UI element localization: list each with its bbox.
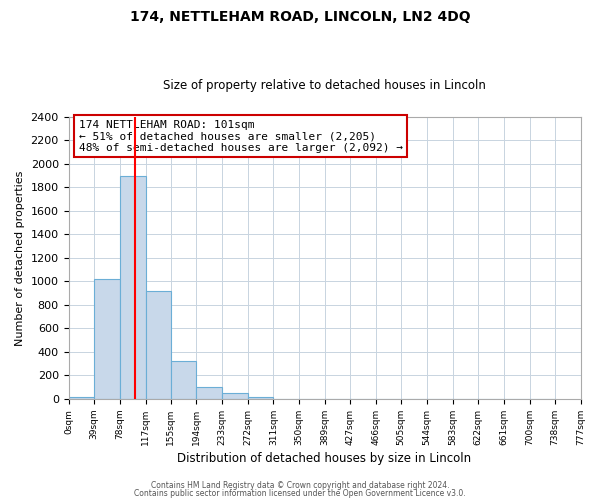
Bar xyxy=(120,176,146,399)
Y-axis label: Number of detached properties: Number of detached properties xyxy=(15,170,25,346)
Text: Contains public sector information licensed under the Open Government Licence v3: Contains public sector information licen… xyxy=(134,488,466,498)
Text: 174, NETTLEHAM ROAD, LINCOLN, LN2 4DQ: 174, NETTLEHAM ROAD, LINCOLN, LN2 4DQ xyxy=(130,10,470,24)
Bar xyxy=(170,362,196,399)
Bar xyxy=(248,396,274,399)
Text: Contains HM Land Registry data © Crown copyright and database right 2024.: Contains HM Land Registry data © Crown c… xyxy=(151,481,449,490)
Bar xyxy=(222,393,248,399)
Bar xyxy=(196,386,222,399)
Bar xyxy=(146,291,172,399)
Bar xyxy=(94,279,120,399)
Text: 174 NETTLEHAM ROAD: 101sqm
← 51% of detached houses are smaller (2,205)
48% of s: 174 NETTLEHAM ROAD: 101sqm ← 51% of deta… xyxy=(79,120,403,153)
X-axis label: Distribution of detached houses by size in Lincoln: Distribution of detached houses by size … xyxy=(178,452,472,465)
Bar xyxy=(68,396,94,399)
Title: Size of property relative to detached houses in Lincoln: Size of property relative to detached ho… xyxy=(163,79,486,92)
